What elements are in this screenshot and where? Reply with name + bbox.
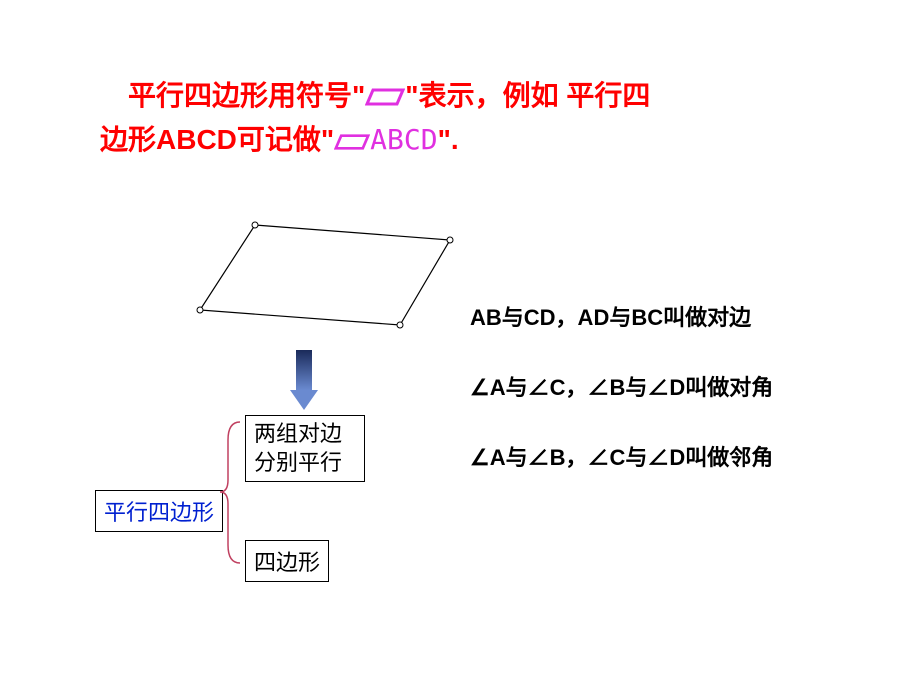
intro-part4: ". — [438, 124, 459, 155]
intro-part3: 边形ABCD可记做" — [100, 124, 334, 155]
statement-opposite-angles: ∠A与∠C，∠B与∠D叫做对角 — [470, 370, 773, 402]
down-arrow-icon — [290, 350, 318, 410]
intro-text: 空平行四边形用符号""表示，例如 平行四 边形ABCD可记做"ABCD". — [100, 75, 860, 163]
box-parallelogram-label: 平行四边形 — [95, 490, 223, 532]
parallelogram-symbol-2 — [334, 121, 370, 163]
box-quadrilateral: 四边形 — [245, 540, 329, 582]
intro-part1: 平行四边形用符号" — [128, 80, 365, 111]
intro-abcd: ABCD — [370, 123, 437, 156]
statement-adjacent-angles: ∠A与∠B，∠C与∠D叫做邻角 — [470, 440, 773, 472]
intro-part2: "表示，例如 平行四 — [405, 80, 650, 111]
box-two-pairs: 两组对边 分别平行 — [245, 415, 365, 482]
statement-opposite-sides: AB与CD，AD与BC叫做对边 — [470, 300, 751, 332]
box-dual-line2: 分别平行 — [254, 449, 356, 478]
box-dual-line1: 两组对边 — [254, 420, 356, 449]
parallelogram-figure — [195, 220, 460, 335]
parallelogram-symbol-1 — [365, 77, 405, 119]
